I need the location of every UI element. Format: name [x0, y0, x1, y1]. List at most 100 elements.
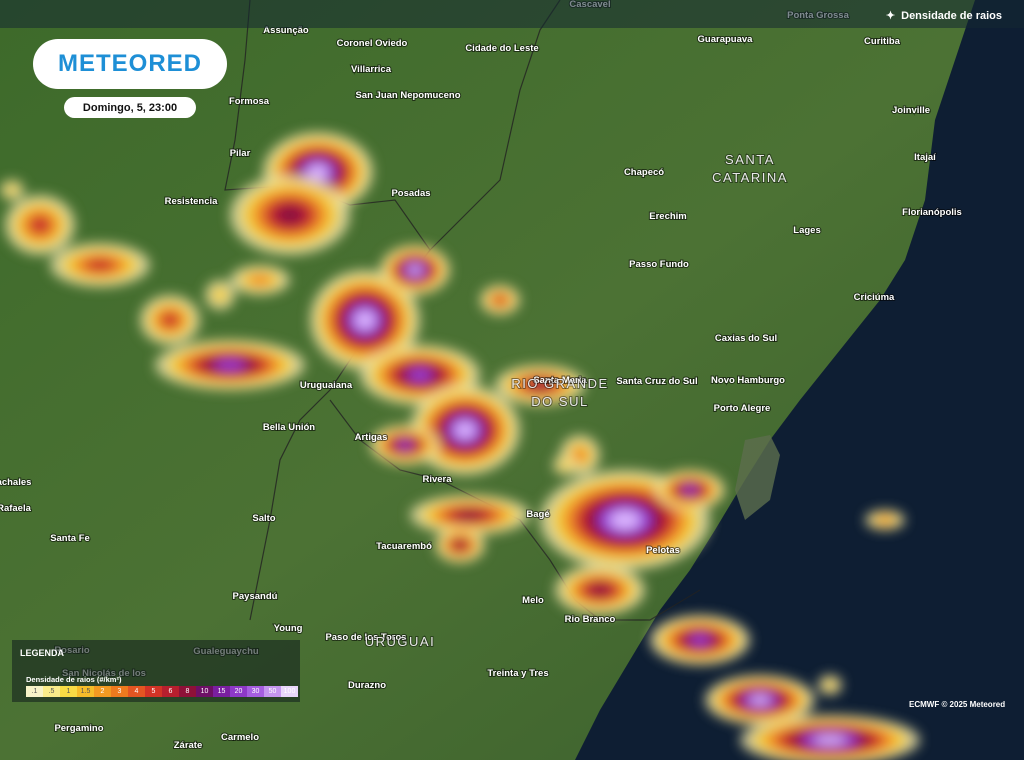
- storm-cell: [588, 583, 612, 597]
- place-label: Passo Fundo: [629, 259, 689, 270]
- storm-cell: [248, 274, 272, 286]
- legend-step: 30: [247, 686, 264, 697]
- place-label: Rio Branco: [565, 614, 616, 625]
- legend-scale: .1.5 1 1.5 2 3 4 5 6 8 10 15 20 30 50 100: [26, 686, 298, 697]
- storm-cell: [275, 205, 305, 225]
- storm-cell: [558, 459, 572, 471]
- legend-step: 8: [179, 686, 196, 697]
- legend-step: 2: [94, 686, 111, 697]
- place-label: Pergamino: [54, 723, 103, 734]
- storm-cell: [308, 164, 328, 180]
- storm-cell: [84, 258, 116, 272]
- storm-cell: [407, 368, 433, 382]
- storm-cell: [750, 695, 770, 705]
- top-bar: [0, 0, 1024, 28]
- region-label: DO SUL: [531, 394, 588, 409]
- place-label: Chapecó: [624, 167, 664, 178]
- legend-step: 20: [230, 686, 247, 697]
- place-label: San Juan Nepomuceno: [355, 90, 460, 101]
- place-label: Curitiba: [864, 36, 901, 47]
- region-label: RIO GRANDE: [511, 376, 608, 391]
- legend-step: 3: [111, 686, 128, 697]
- place-label: Santa Cruz do Sul: [616, 376, 697, 387]
- legend-step: 6: [162, 686, 179, 697]
- storm-cell: [453, 540, 467, 550]
- storm-cell: [813, 735, 847, 745]
- place-label: Santa Maria: [533, 375, 587, 386]
- storm-cell: [214, 359, 246, 371]
- storm-cell: [528, 380, 552, 390]
- storm-cell: [29, 215, 51, 235]
- place-label: Itajaí: [914, 152, 936, 163]
- place-label: Bagé: [526, 509, 549, 520]
- place-label: Paso de los Toros: [325, 632, 406, 643]
- place-label: Durazno: [348, 680, 386, 691]
- region-label: URUGUAI: [365, 634, 435, 649]
- place-label: Florianópolis: [902, 207, 962, 218]
- place-label: Carmelo: [221, 732, 259, 743]
- legend-step: .5: [43, 686, 60, 697]
- legend: LEGENDA Densidade de raios (#/km²) .1.5 1…: [12, 640, 300, 702]
- ocean: [575, 0, 1024, 760]
- place-label: Tacuarembó: [376, 541, 432, 552]
- lightning-density: [0, 132, 920, 760]
- place-label: Uruguaiana: [300, 380, 353, 391]
- place-label: Pilar: [230, 148, 251, 159]
- place-label: Novo Hamburgo: [711, 375, 785, 386]
- legend-step: 1: [60, 686, 77, 697]
- storm-cell: [572, 447, 588, 463]
- place-label: Caxias do Sul: [715, 333, 777, 344]
- region-label: SANTA: [725, 152, 775, 167]
- legend-step: .1: [26, 686, 43, 697]
- layer-label: Densidade de raios: [901, 10, 1002, 22]
- legend-step: 10: [196, 686, 213, 697]
- place-label: Young: [274, 623, 303, 634]
- place-label: Zárate: [174, 740, 203, 751]
- place-label: Formosa: [229, 96, 270, 107]
- date-label: Domingo, 5, 23:00: [64, 97, 196, 118]
- place-label: Coronel Oviedo: [337, 38, 408, 49]
- place-label: Pelotas: [646, 545, 680, 556]
- place-label: Santa Fe: [50, 533, 90, 544]
- place-label: Resistencia: [165, 196, 219, 207]
- place-label: Guarapuava: [698, 34, 754, 45]
- storm-cell: [493, 295, 507, 305]
- place-label: achales: [0, 477, 31, 488]
- place-label: Villarrica: [351, 64, 392, 75]
- legend-step: 4: [128, 686, 145, 697]
- storm-cell: [355, 311, 375, 329]
- storm-cell: [682, 485, 698, 495]
- place-label: Lages: [793, 225, 820, 236]
- credit: ECMWF © 2025 Meteored: [909, 700, 1006, 709]
- lagoon: [735, 435, 780, 520]
- layer-name[interactable]: ✦ Densidade de raios: [885, 10, 1002, 22]
- legend-title: LEGENDA: [20, 648, 65, 658]
- place-label: Erechim: [649, 211, 687, 222]
- legend-step: 100: [281, 686, 298, 697]
- place-label: Rivera: [422, 474, 452, 485]
- place-label: Joinville: [892, 105, 930, 116]
- storm-cell: [160, 312, 180, 328]
- place-label: Rafaela: [0, 503, 32, 514]
- place-label: Salto: [252, 513, 275, 524]
- storm-cell: [823, 679, 837, 691]
- place-label: Criciúma: [854, 292, 895, 303]
- storm-cell: [455, 421, 475, 439]
- storm-cell: [689, 634, 711, 646]
- region-label: CATARINA: [712, 170, 788, 185]
- logo[interactable]: METEORED: [33, 39, 227, 89]
- place-label: Treinta y Tres: [487, 668, 548, 679]
- storm-cell: [408, 265, 422, 275]
- legend-step: 15: [213, 686, 230, 697]
- storm-cell: [877, 516, 893, 524]
- place-label: Cidade do Leste: [465, 43, 538, 54]
- storm-cell: [5, 184, 19, 196]
- storm-cell: [455, 510, 485, 520]
- legend-subtitle: Densidade de raios (#/km²): [26, 675, 122, 684]
- place-label: Paysandú: [233, 591, 278, 602]
- legend-step: 1.5: [77, 686, 94, 697]
- place-label: Artigas: [355, 432, 388, 443]
